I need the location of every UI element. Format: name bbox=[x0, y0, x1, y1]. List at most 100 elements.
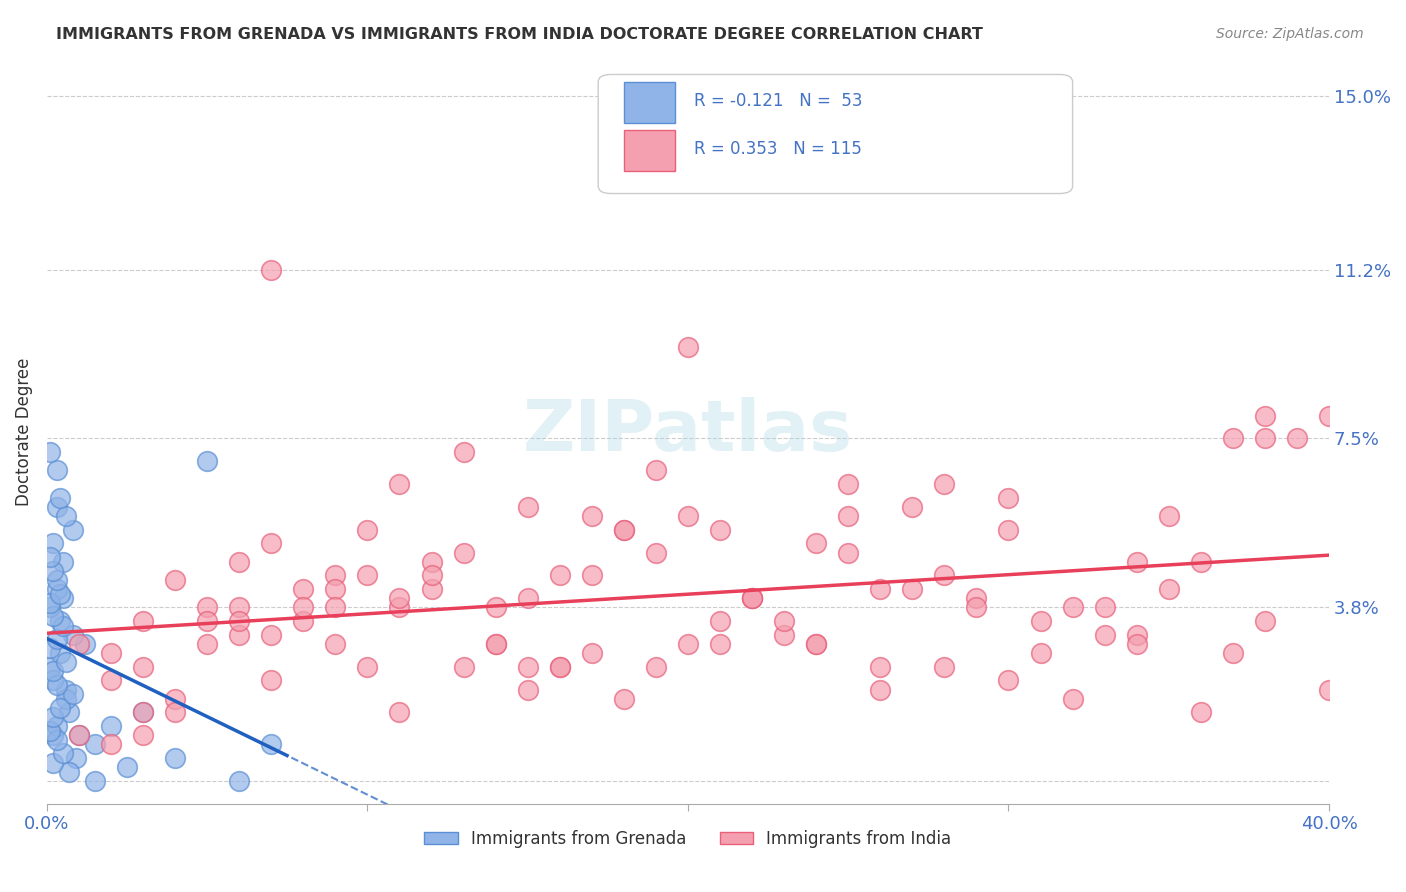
Point bbox=[165, 691, 187, 706]
Point bbox=[516, 500, 538, 514]
Point bbox=[325, 637, 347, 651]
Point bbox=[644, 659, 666, 673]
Point bbox=[100, 719, 122, 733]
Point bbox=[388, 600, 411, 615]
Point bbox=[132, 706, 155, 720]
Point bbox=[48, 614, 70, 628]
Point bbox=[709, 637, 731, 651]
Legend: Immigrants from Grenada, Immigrants from India: Immigrants from Grenada, Immigrants from… bbox=[418, 823, 959, 855]
Point bbox=[195, 614, 218, 628]
Point bbox=[581, 509, 603, 524]
FancyBboxPatch shape bbox=[624, 130, 675, 171]
Point bbox=[997, 673, 1019, 688]
Point bbox=[42, 673, 65, 688]
Point bbox=[228, 614, 250, 628]
Point bbox=[84, 773, 107, 788]
Point bbox=[548, 659, 571, 673]
Point bbox=[548, 659, 571, 673]
Point bbox=[1029, 614, 1052, 628]
Text: Source: ZipAtlas.com: Source: ZipAtlas.com bbox=[1216, 27, 1364, 41]
Point bbox=[42, 609, 65, 624]
Point bbox=[1094, 600, 1116, 615]
Point bbox=[75, 637, 97, 651]
Point bbox=[260, 536, 283, 550]
Point bbox=[804, 637, 827, 651]
Point bbox=[48, 587, 70, 601]
Point bbox=[709, 614, 731, 628]
Text: R = -0.121   N =  53: R = -0.121 N = 53 bbox=[695, 92, 863, 110]
Point bbox=[260, 673, 283, 688]
Point bbox=[934, 568, 956, 582]
Point bbox=[676, 340, 699, 354]
Point bbox=[58, 706, 80, 720]
Point bbox=[869, 682, 891, 697]
Point bbox=[42, 710, 65, 724]
Point bbox=[773, 628, 796, 642]
Point bbox=[132, 659, 155, 673]
Point bbox=[292, 614, 315, 628]
Point bbox=[644, 463, 666, 477]
Point bbox=[65, 751, 87, 765]
Point bbox=[48, 646, 70, 660]
Point bbox=[132, 614, 155, 628]
Point bbox=[837, 509, 859, 524]
Point bbox=[67, 637, 90, 651]
Point bbox=[260, 262, 283, 277]
Point bbox=[228, 628, 250, 642]
Point bbox=[132, 728, 155, 742]
Point bbox=[613, 523, 636, 537]
Point bbox=[58, 764, 80, 779]
Point bbox=[48, 491, 70, 505]
Point bbox=[195, 600, 218, 615]
Point bbox=[869, 659, 891, 673]
Point bbox=[1189, 706, 1212, 720]
Point bbox=[1029, 646, 1052, 660]
Point bbox=[55, 509, 77, 524]
Point bbox=[741, 591, 763, 606]
Point bbox=[55, 691, 77, 706]
Point bbox=[39, 659, 62, 673]
Point bbox=[997, 491, 1019, 505]
Point bbox=[132, 706, 155, 720]
Point bbox=[804, 637, 827, 651]
Point bbox=[55, 682, 77, 697]
Point bbox=[676, 509, 699, 524]
Point bbox=[356, 523, 378, 537]
Point bbox=[420, 568, 443, 582]
Point bbox=[356, 568, 378, 582]
Point bbox=[388, 477, 411, 491]
Point bbox=[39, 445, 62, 459]
Point bbox=[837, 545, 859, 559]
Point bbox=[52, 618, 75, 632]
Point bbox=[869, 582, 891, 596]
Point bbox=[195, 637, 218, 651]
Point bbox=[709, 523, 731, 537]
Point bbox=[934, 477, 956, 491]
Point bbox=[67, 728, 90, 742]
Point bbox=[837, 477, 859, 491]
Point bbox=[45, 678, 67, 692]
Point bbox=[45, 463, 67, 477]
Point bbox=[260, 628, 283, 642]
Point bbox=[39, 596, 62, 610]
Point bbox=[901, 500, 924, 514]
Point bbox=[773, 614, 796, 628]
Point bbox=[42, 756, 65, 770]
Point bbox=[516, 591, 538, 606]
Point bbox=[195, 454, 218, 468]
Point bbox=[325, 568, 347, 582]
Point bbox=[516, 682, 538, 697]
Point bbox=[804, 536, 827, 550]
Point bbox=[228, 773, 250, 788]
Point bbox=[453, 445, 475, 459]
Point bbox=[62, 523, 84, 537]
Point bbox=[1062, 600, 1084, 615]
Point bbox=[1157, 509, 1180, 524]
Text: IMMIGRANTS FROM GRENADA VS IMMIGRANTS FROM INDIA DOCTORATE DEGREE CORRELATION CH: IMMIGRANTS FROM GRENADA VS IMMIGRANTS FR… bbox=[56, 27, 983, 42]
Point bbox=[741, 591, 763, 606]
Point bbox=[965, 600, 987, 615]
Point bbox=[485, 637, 508, 651]
Point bbox=[55, 655, 77, 669]
Text: R = 0.353   N = 115: R = 0.353 N = 115 bbox=[695, 140, 862, 158]
Point bbox=[516, 659, 538, 673]
